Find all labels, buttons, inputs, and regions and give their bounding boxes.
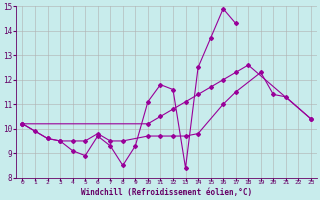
X-axis label: Windchill (Refroidissement éolien,°C): Windchill (Refroidissement éolien,°C) xyxy=(81,188,252,197)
